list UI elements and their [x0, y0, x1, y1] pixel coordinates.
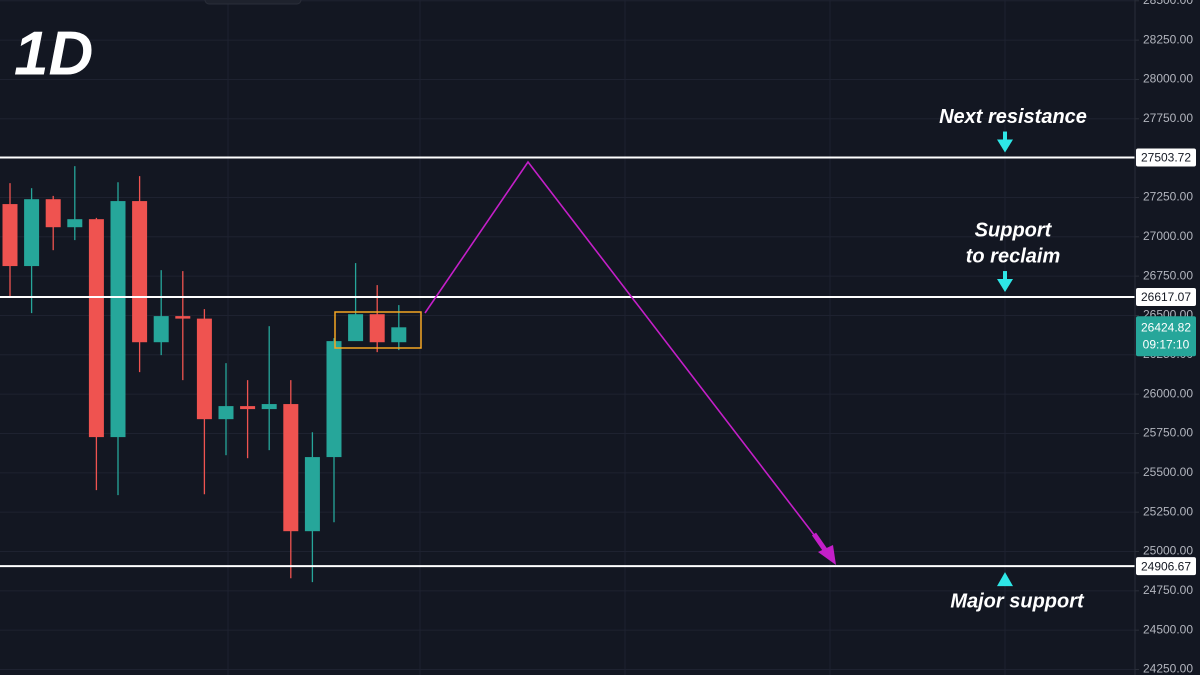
candle-body — [196, 318, 212, 420]
candle-body — [132, 201, 148, 343]
arrow-stem — [1003, 271, 1007, 281]
candle-body — [369, 314, 385, 343]
y-tick-label: 27250.00 — [1143, 190, 1193, 204]
candle-body — [24, 199, 40, 267]
arrow-down — [997, 139, 1013, 153]
candle-body — [67, 219, 83, 228]
candle-body — [326, 341, 342, 458]
levels — [0, 156, 1135, 568]
current-price-label: 26424.82 — [1141, 320, 1191, 334]
y-tick-label: 24500.00 — [1143, 622, 1193, 636]
level-label: 24906.67 — [1141, 559, 1191, 573]
annotation: Next resistance — [939, 106, 1087, 128]
candle-body — [348, 314, 364, 342]
arrow-down — [997, 279, 1013, 293]
projection-path — [424, 160, 819, 541]
candle-body — [283, 404, 299, 532]
level-label-box — [1136, 557, 1196, 576]
countdown: 09:17:10 — [1143, 337, 1190, 351]
level-label: 26617.07 — [1141, 290, 1191, 304]
y-tick-label: 25250.00 — [1143, 504, 1193, 518]
y-tick-label: 26000.00 — [1143, 386, 1193, 400]
candle-body — [304, 457, 320, 532]
candle-body — [45, 199, 61, 228]
y-tick-label: 28500.00 — [1143, 0, 1193, 7]
y-tick-label: 24750.00 — [1143, 583, 1193, 597]
y-tick-label: 28250.00 — [1143, 32, 1193, 46]
arrow-up — [997, 572, 1013, 587]
annotation: Major support — [950, 590, 1085, 612]
projection-arrowhead — [818, 545, 836, 565]
y-tick-label: 25750.00 — [1143, 426, 1193, 440]
level-label-box — [1136, 148, 1196, 167]
y-tick-label: 27000.00 — [1143, 229, 1193, 243]
current-price-box — [1136, 316, 1196, 357]
toolbar-tab — [204, 0, 302, 5]
y-tick-label: 25500.00 — [1143, 465, 1193, 479]
level-label: 27503.72 — [1141, 151, 1191, 165]
y-tick-label: 24250.00 — [1143, 662, 1193, 675]
candle-body — [218, 406, 234, 420]
y-tick-label: 28000.00 — [1143, 72, 1193, 86]
chart-title: 1D — [14, 19, 93, 88]
grid — [0, 0, 1135, 675]
candle-body — [110, 201, 126, 438]
candles — [2, 166, 407, 583]
y-tick-label: 27750.00 — [1143, 111, 1193, 125]
level-label-box — [1136, 288, 1196, 307]
annotation: to reclaim — [966, 245, 1060, 267]
candle-body — [261, 404, 277, 410]
candle-body — [88, 219, 104, 438]
y-tick-label: 26750.00 — [1143, 268, 1193, 282]
arrow-stem — [1003, 131, 1007, 141]
candle-body — [2, 204, 18, 267]
highlight-box — [334, 311, 422, 349]
candle-body — [153, 316, 169, 343]
candle-body — [240, 406, 256, 410]
annotation: Support — [975, 219, 1053, 241]
candle-body — [391, 327, 407, 343]
candle-body — [175, 316, 191, 319]
y-tick-label: 25000.00 — [1143, 544, 1193, 558]
overlay: 27503.72 Next resistance 26617.07 Support to… — [939, 106, 1196, 612]
